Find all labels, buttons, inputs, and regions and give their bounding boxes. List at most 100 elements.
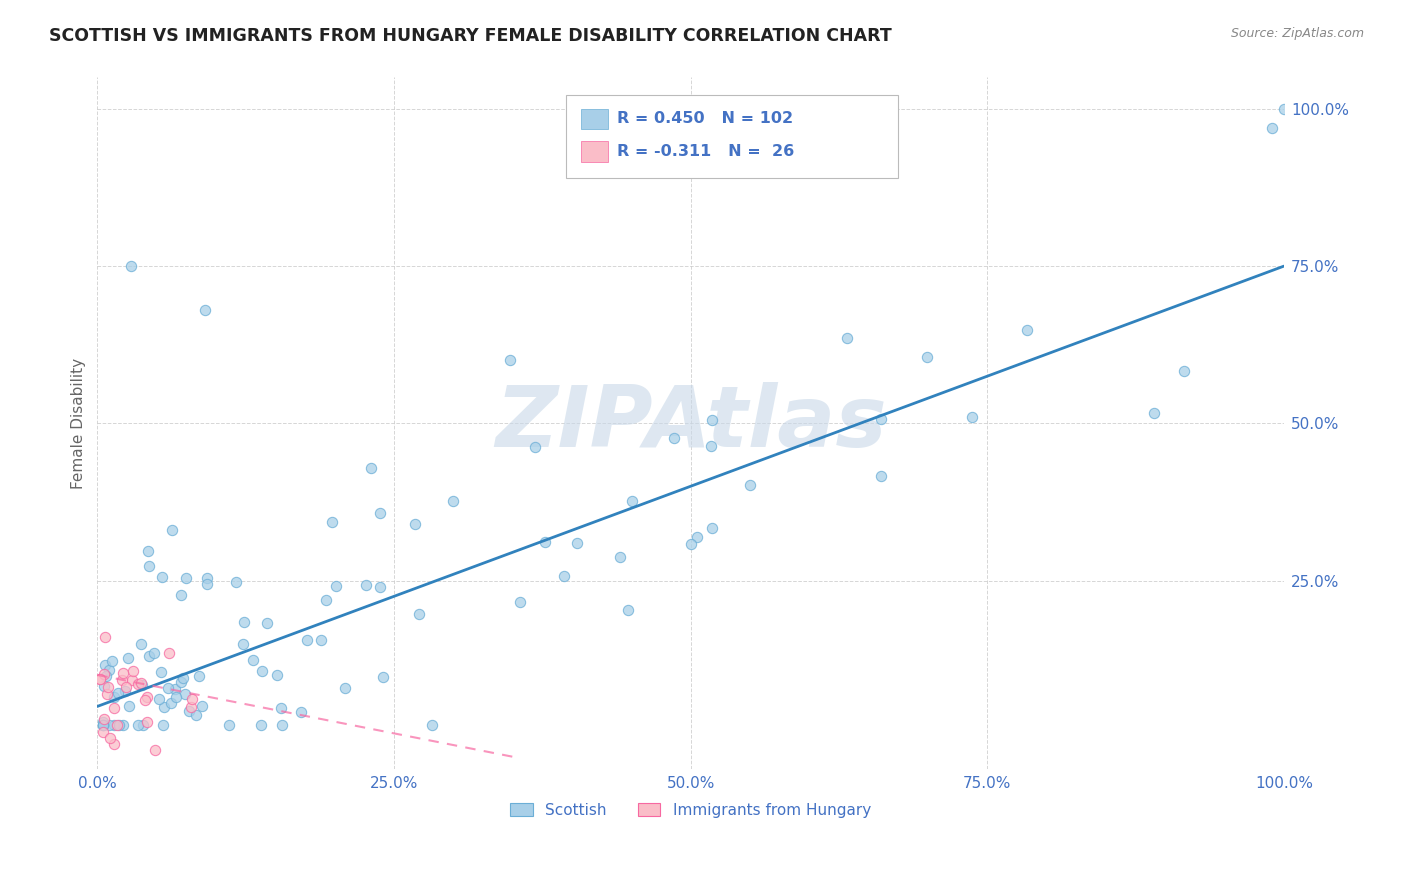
Point	[89, 672, 111, 686]
Point	[325, 579, 347, 593]
Point	[160, 524, 183, 538]
Point	[157, 646, 180, 660]
Point	[122, 665, 145, 679]
Point	[191, 699, 214, 714]
Point	[256, 615, 278, 630]
Point	[250, 718, 273, 732]
Point	[145, 743, 167, 757]
Text: SCOTTISH VS IMMIGRANTS FROM HUNGARY FEMALE DISABILITY CORRELATION CHART: SCOTTISH VS IMMIGRANTS FROM HUNGARY FEMA…	[49, 27, 891, 45]
Point	[98, 718, 121, 732]
Point	[103, 690, 125, 705]
Point	[132, 718, 155, 732]
Point	[138, 648, 160, 663]
Point	[184, 708, 207, 723]
Point	[197, 571, 219, 585]
Point	[524, 440, 547, 454]
Point	[242, 653, 264, 667]
Text: Source: ZipAtlas.com: Source: ZipAtlas.com	[1230, 27, 1364, 40]
Point	[127, 718, 149, 732]
Point	[174, 687, 197, 701]
Point	[662, 431, 685, 445]
Point	[150, 665, 173, 679]
Point	[250, 664, 273, 678]
Text: R = -0.311   N =  26: R = -0.311 N = 26	[617, 144, 794, 159]
Point	[152, 700, 174, 714]
Point	[93, 712, 115, 726]
Point	[94, 658, 117, 673]
Point	[127, 676, 149, 690]
Point	[91, 718, 114, 732]
Point	[107, 686, 129, 700]
Point	[740, 477, 762, 491]
Point	[129, 676, 152, 690]
FancyBboxPatch shape	[567, 95, 898, 178]
Point	[266, 668, 288, 682]
Point	[232, 637, 254, 651]
Point	[181, 692, 204, 706]
FancyBboxPatch shape	[582, 109, 607, 129]
Point	[98, 663, 121, 677]
Point	[93, 679, 115, 693]
Point	[101, 654, 124, 668]
Point	[225, 575, 247, 590]
Point	[1017, 323, 1039, 337]
Point	[270, 701, 292, 715]
Point	[176, 571, 198, 585]
Point	[1142, 406, 1164, 420]
Point	[91, 718, 114, 732]
Point	[163, 681, 186, 696]
Point	[870, 412, 893, 426]
Text: ZIPAtlas: ZIPAtlas	[495, 382, 886, 465]
Point	[91, 718, 114, 732]
Point	[136, 544, 159, 558]
Point	[148, 692, 170, 706]
Point	[103, 718, 125, 732]
Point	[114, 683, 136, 698]
Point	[368, 580, 391, 594]
Point	[187, 668, 209, 682]
Point	[420, 718, 443, 732]
Point	[321, 515, 343, 529]
Point	[686, 530, 709, 544]
Point	[138, 558, 160, 573]
Point	[91, 714, 114, 729]
Point	[499, 353, 522, 368]
Point	[408, 607, 430, 621]
Point	[152, 718, 174, 732]
Point	[165, 690, 187, 705]
Point	[1173, 364, 1195, 378]
Point	[135, 714, 157, 729]
Point	[194, 303, 217, 318]
Point	[368, 506, 391, 520]
Point	[1261, 120, 1284, 135]
Point	[91, 724, 114, 739]
FancyBboxPatch shape	[582, 141, 607, 161]
Point	[105, 718, 128, 732]
Point	[869, 468, 891, 483]
Point	[1272, 102, 1295, 116]
Point	[679, 536, 702, 550]
Point	[441, 494, 464, 508]
Point	[177, 704, 200, 718]
Point	[917, 350, 939, 364]
Point	[172, 671, 194, 685]
Point	[103, 737, 125, 751]
Point	[509, 594, 531, 608]
Point	[553, 569, 575, 583]
Point	[136, 690, 159, 704]
Point	[405, 516, 427, 531]
Point	[271, 718, 294, 732]
Text: R = 0.450   N = 102: R = 0.450 N = 102	[617, 112, 793, 127]
Point	[170, 589, 193, 603]
Point	[103, 701, 125, 715]
Point	[156, 681, 179, 696]
Point	[617, 603, 640, 617]
Point	[160, 697, 183, 711]
Point	[309, 632, 332, 647]
Point	[960, 409, 983, 424]
Point	[93, 667, 115, 681]
Point	[315, 593, 337, 607]
Point	[134, 693, 156, 707]
Point	[117, 651, 139, 665]
Point	[567, 535, 589, 549]
